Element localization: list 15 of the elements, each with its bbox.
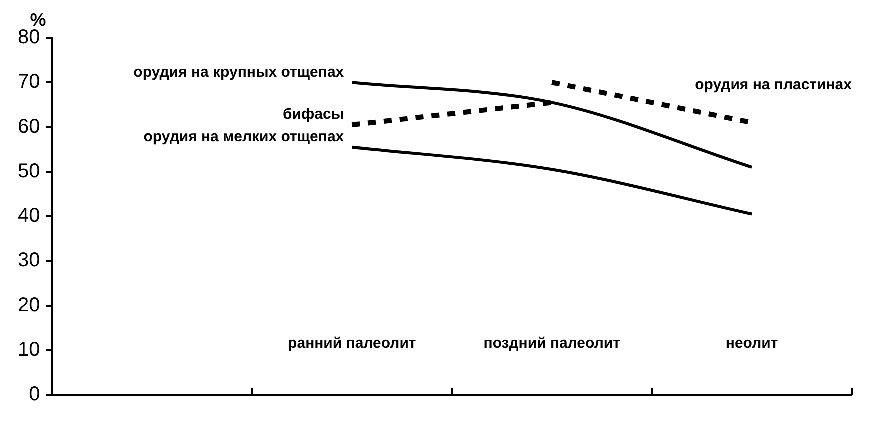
y-tick-label: 60 [18,116,40,138]
y-tick-label: 30 [18,250,40,272]
y-tick-label: 40 [18,205,40,228]
series-label: орудия на мелких отщепах [144,128,345,146]
x-tick-label: ранний палеолит [288,335,416,352]
y-tick-label: 70 [18,71,40,94]
series-label: орудия на пластинах [695,76,853,94]
x-tick-label: поздний палеолит [484,335,620,352]
series-label: бифасы [283,106,344,124]
x-tick-label: неолит [726,335,778,352]
y-tick-label: 50 [18,160,40,182]
y-tick-label: 10 [18,338,40,361]
y-tick-label: 0 [29,384,40,406]
series-label: орудия на крупных отщепах [134,64,345,81]
y-tick-label: 20 [18,294,40,316]
